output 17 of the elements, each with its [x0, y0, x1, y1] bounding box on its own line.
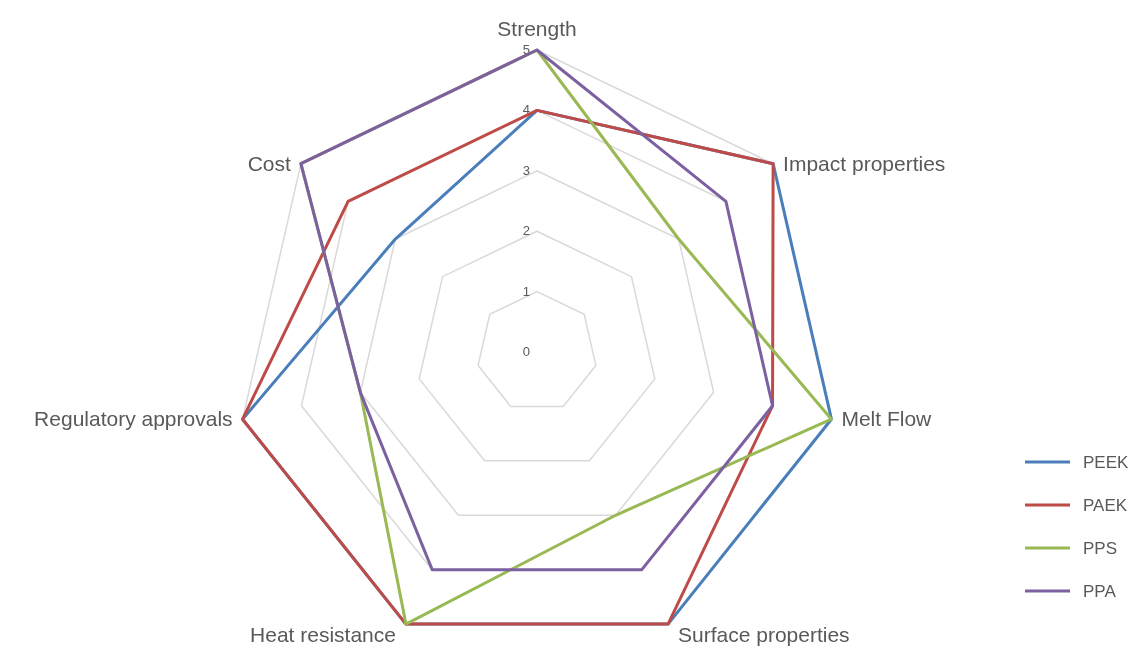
spoke-label: Heat resistance — [250, 623, 396, 647]
spoke-label: Melt Flow — [841, 407, 933, 431]
y-tick-label: 4 — [522, 102, 530, 118]
spoke-label: Impact properties — [783, 151, 946, 175]
legend-label: PEEK — [1083, 453, 1130, 472]
legend-label: PPS — [1083, 539, 1118, 558]
legend-label: PPA — [1083, 582, 1117, 601]
legend-label: PAEK — [1083, 496, 1128, 515]
spoke-label: Regulatory approvals — [34, 407, 233, 431]
y-tick-label: 3 — [522, 162, 530, 178]
y-tick-label: 1 — [522, 283, 530, 299]
y-tick-label: 2 — [522, 223, 530, 239]
spoke-label: Cost — [247, 151, 292, 175]
y-tick-label: 0 — [522, 344, 530, 359]
y-tick-label: 5 — [522, 42, 530, 57]
spoke-label: Strength — [497, 17, 577, 40]
spoke-label: Surface properties — [678, 623, 850, 647]
